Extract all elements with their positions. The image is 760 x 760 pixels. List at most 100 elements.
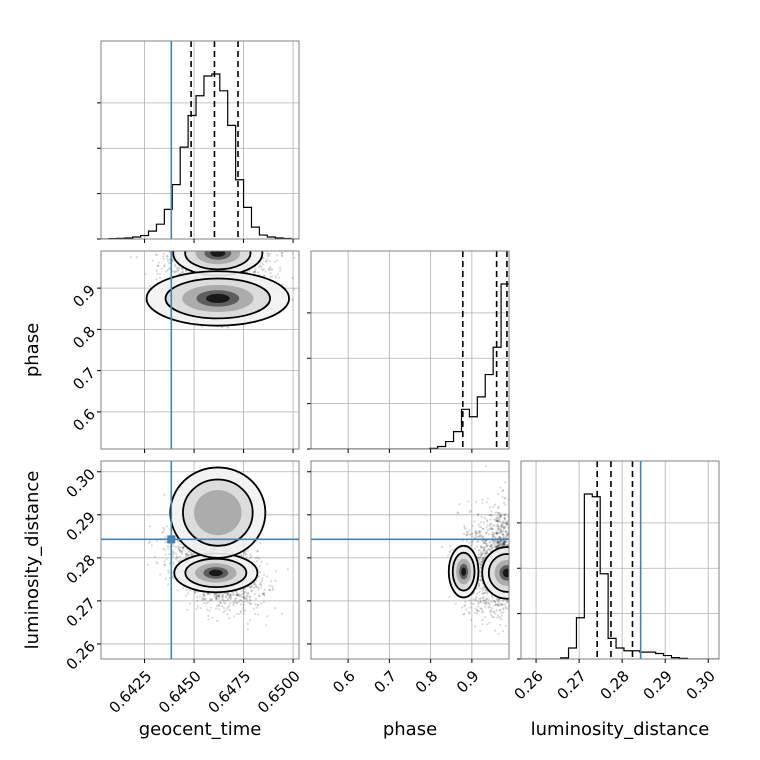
sample-point [258,575,261,578]
sample-point [478,597,481,601]
sample-point [222,599,225,602]
sample-point [163,265,166,268]
sample-point [238,599,241,602]
sample-point [266,615,269,618]
sample-point [188,550,191,553]
sample-point [202,597,205,601]
sample-point [477,553,480,556]
sample-point [221,595,224,598]
sample-point [470,532,473,536]
sample-point [262,592,265,595]
sample-point [199,607,202,610]
sample-point [448,550,451,554]
sample-point [485,550,488,553]
sample-point [168,267,171,270]
sample-point [489,514,493,517]
sample-point [243,597,246,600]
sample-point [502,525,506,528]
sample-point [275,259,278,262]
sample-point [162,253,166,256]
sample-point [506,607,509,610]
sample-point [473,520,476,523]
sample-point [484,554,487,557]
sample-point [482,599,485,602]
sample-point [246,628,250,631]
sample-point [176,266,179,270]
sample-point [473,611,476,614]
sample-point [188,602,191,605]
sample-point [496,516,499,520]
sample-point [499,515,502,518]
sample-point [254,585,258,588]
sample-point [476,609,479,612]
sample-point [155,253,158,256]
sample-point [291,252,294,255]
sample-point [489,544,492,547]
sample-point [489,518,492,521]
sample-point [258,594,261,597]
sample-point [501,544,504,547]
sample-point [485,551,489,555]
sample-point [180,271,184,274]
y-tick-label: 0.8 [69,323,99,353]
sample-point [229,595,232,598]
sample-point [250,589,253,592]
sample-point [484,600,487,603]
sample-point [480,558,484,561]
sample-point [501,541,505,545]
panel-frame [100,460,300,660]
sample-point [266,563,269,566]
sample-point [478,525,481,528]
sample-point [482,549,485,552]
sample-point [497,527,500,530]
sample-point [226,597,230,601]
sample-point [478,561,482,564]
sample-point [506,522,509,525]
sample-point [248,619,252,622]
sample-point [504,481,507,484]
sample-point [477,529,480,533]
sample-point [205,602,208,605]
sample-point [482,551,485,554]
sample-point [215,594,219,597]
sample-point [166,269,169,272]
sample-point [484,552,488,556]
sample-point [463,524,466,527]
sample-point [500,542,503,545]
sample-point [502,543,505,547]
sample-point [479,597,482,600]
contour-line [184,251,252,271]
sample-point [477,585,481,588]
x-axis-label: luminosity_distance [531,719,710,740]
sample-point [477,605,480,608]
sample-point [503,544,507,547]
sample-point [232,600,235,603]
sample-point [490,522,493,525]
sample-point [496,520,499,523]
sample-point [500,514,503,517]
sample-point [498,525,501,528]
sample-point [466,531,469,534]
sample-point [498,518,501,521]
y-tick-label: 0.6 [69,405,99,435]
sample-point [483,540,487,543]
sample-point [177,546,181,549]
sample-point [495,545,499,548]
sample-point [492,611,496,614]
sample-point [491,524,495,527]
sample-point [482,601,485,604]
sample-point [483,548,486,552]
sample-point [502,542,506,545]
sample-point [477,582,481,585]
sample-point [470,541,473,544]
sample-point [448,595,451,598]
sample-point [267,252,270,255]
sample-point [490,514,493,517]
sample-point [487,602,490,605]
sample-point [220,598,223,601]
sample-point [500,523,503,527]
sample-point [497,540,500,543]
sample-point [241,606,245,610]
sample-point [485,545,489,548]
